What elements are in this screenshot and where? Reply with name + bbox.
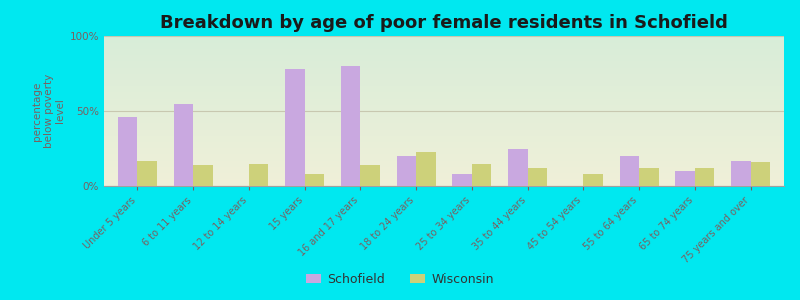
Bar — [695, 168, 714, 186]
Bar — [731, 160, 750, 186]
Bar — [619, 156, 639, 186]
Y-axis label: percentage
below poverty
level: percentage below poverty level — [32, 74, 66, 148]
Bar — [305, 174, 324, 186]
Bar — [249, 164, 269, 186]
Bar — [508, 148, 528, 186]
Bar — [416, 152, 436, 186]
Bar — [472, 164, 491, 186]
Bar — [174, 103, 193, 186]
Bar — [528, 168, 547, 186]
Bar — [193, 165, 213, 186]
Bar — [452, 174, 472, 186]
Bar — [360, 165, 380, 186]
Bar — [639, 168, 658, 186]
Bar — [138, 160, 157, 186]
Bar — [341, 66, 360, 186]
Title: Breakdown by age of poor female residents in Schofield: Breakdown by age of poor female resident… — [160, 14, 728, 32]
Bar — [285, 69, 305, 186]
Bar — [397, 156, 416, 186]
Bar — [675, 171, 695, 186]
Bar — [750, 162, 770, 186]
Bar — [118, 117, 138, 186]
Bar — [583, 174, 603, 186]
Legend: Schofield, Wisconsin: Schofield, Wisconsin — [301, 268, 499, 291]
